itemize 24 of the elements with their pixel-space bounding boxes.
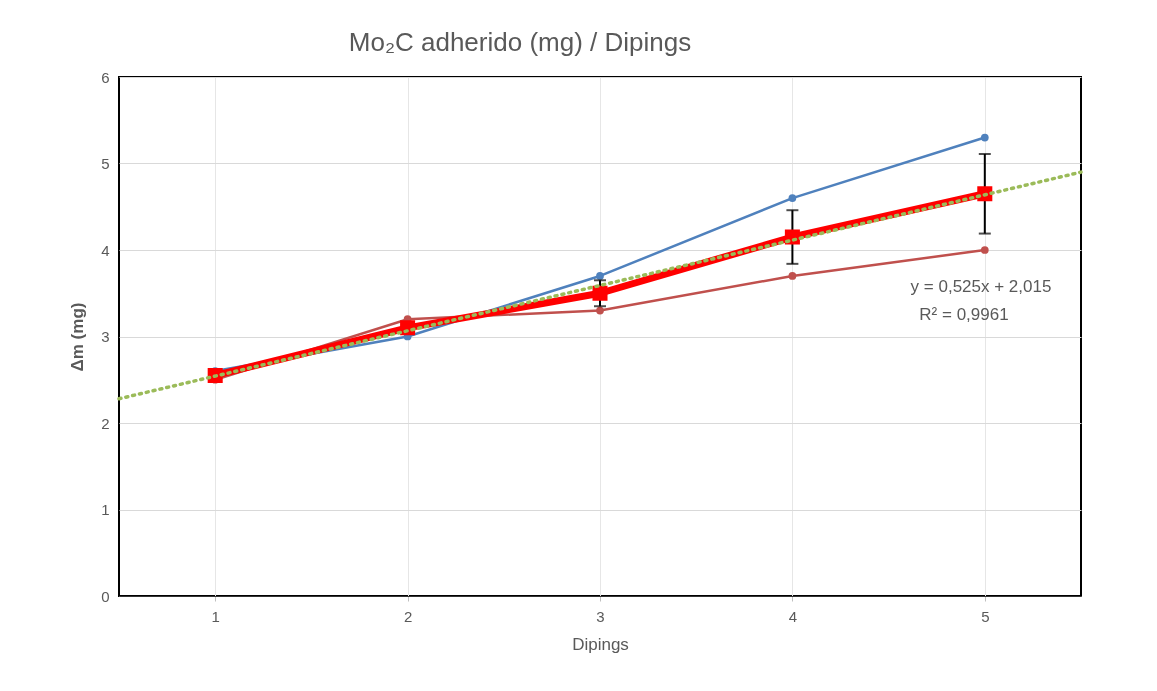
point (980, 133, 989, 142)
x-axis-title: Dipings (572, 634, 629, 654)
y-tick-label: 0 (101, 587, 110, 605)
y-tick-label: 1 (101, 501, 110, 518)
y-axis-title: Δm (mg) (68, 302, 88, 372)
point (596, 272, 604, 280)
y-tick-label: 2 (101, 414, 110, 432)
point (788, 194, 797, 202)
x-tick-label: 5 (981, 607, 990, 625)
x-tick-label: 4 (788, 607, 798, 625)
y-tick-label: 3 (101, 328, 110, 345)
x-tick-label: 2 (403, 607, 413, 625)
point (788, 272, 797, 280)
y-tick-label: 5 (101, 155, 110, 172)
point (592, 285, 608, 301)
point (596, 306, 604, 315)
x-tick-label: 3 (596, 607, 605, 625)
annotation: R² = 0,9961 (919, 305, 1009, 324)
chart-title: Mo₂C adherido (mg) / Dipings (348, 27, 692, 57)
point (980, 246, 989, 254)
y-tick-label: 6 (101, 68, 110, 86)
y-tick-label: 4 (101, 241, 110, 259)
x-tick-label: 1 (211, 607, 220, 625)
annotation: y = 0,525x + 2,015 (910, 277, 1052, 296)
